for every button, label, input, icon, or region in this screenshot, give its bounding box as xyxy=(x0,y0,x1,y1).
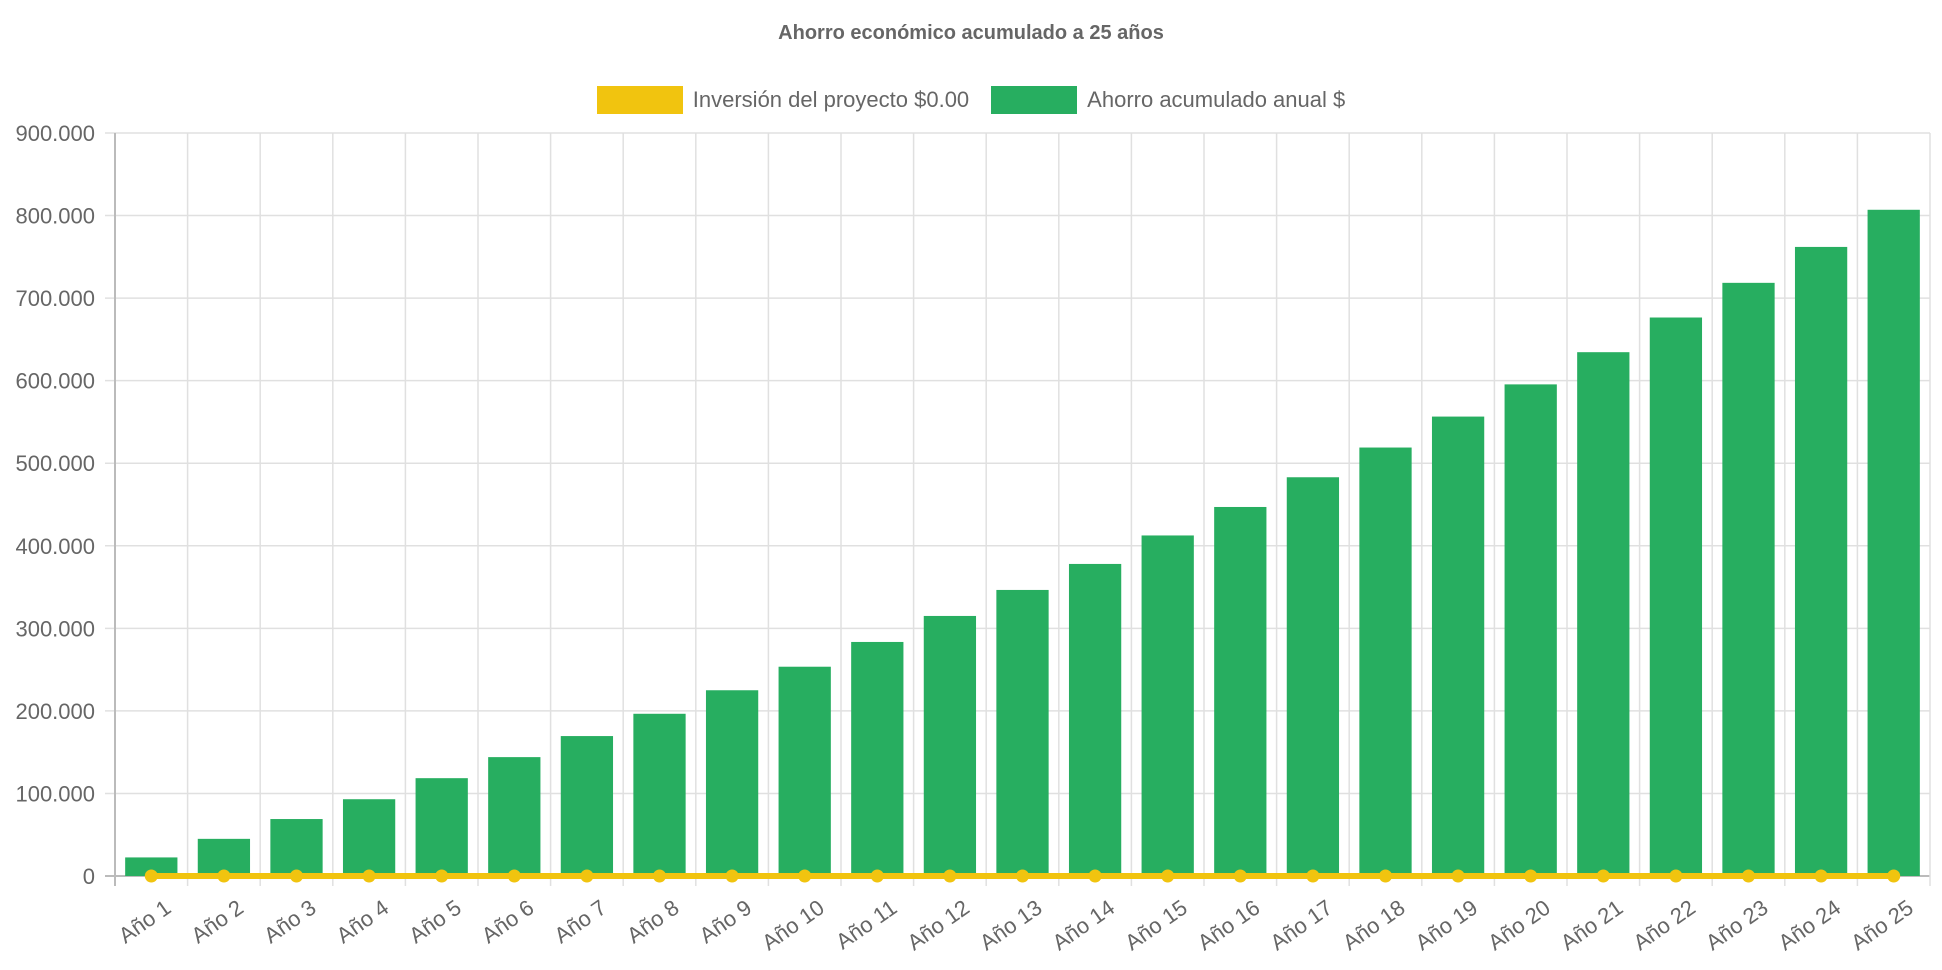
x-tick-label: Año 3 xyxy=(259,895,320,948)
point-inversion xyxy=(1742,869,1755,883)
y-tick-label: 800.000 xyxy=(15,204,95,229)
bar-ahorro xyxy=(125,857,178,876)
y-tick-label: 200.000 xyxy=(15,699,95,724)
x-tick-label: Año 24 xyxy=(1774,895,1845,955)
bar-ahorro xyxy=(705,690,759,876)
bar-ahorro xyxy=(415,778,468,876)
bar-ahorro xyxy=(1867,209,1920,876)
x-tick-label: Año 14 xyxy=(1048,895,1119,955)
point-inversion xyxy=(1669,869,1683,883)
point-inversion xyxy=(580,869,594,883)
x-tick-label: Año 21 xyxy=(1556,895,1627,955)
point-inversion xyxy=(290,869,303,883)
bar-ahorro xyxy=(270,819,323,876)
bar-ahorro xyxy=(851,641,904,876)
legend-item-inversion[interactable]: Inversión del proyecto $0.00 xyxy=(596,86,970,114)
legend-swatch-inversion xyxy=(596,86,683,114)
y-tick-label: 500.000 xyxy=(15,451,95,476)
point-inversion xyxy=(1887,869,1901,883)
bar-ahorro xyxy=(633,713,686,876)
y-tick-label: 600.000 xyxy=(15,369,95,394)
bar-ahorro xyxy=(1214,506,1267,876)
x-tick-label: Año 2 xyxy=(187,895,248,948)
y-tick-label: 100.000 xyxy=(15,781,95,806)
x-tick-label: Año 6 xyxy=(477,895,538,948)
bar-ahorro xyxy=(1504,384,1557,876)
point-inversion xyxy=(870,869,884,883)
x-tick-label: Año 13 xyxy=(975,895,1046,955)
point-inversion xyxy=(435,869,449,883)
x-tick-label: Año 20 xyxy=(1483,895,1554,955)
point-inversion xyxy=(1088,869,1102,883)
bar-ahorro xyxy=(1068,563,1122,876)
bar-ahorro xyxy=(778,666,831,876)
x-tick-label: Año 16 xyxy=(1193,895,1264,955)
x-tick-label: Año 9 xyxy=(695,895,756,948)
legend-label-inversion: Inversión del proyecto $0.00 xyxy=(692,87,970,112)
bar-ahorro xyxy=(1722,282,1775,876)
x-tick-label: Año 25 xyxy=(1846,895,1917,955)
bar-ahorro xyxy=(923,615,977,876)
bar-ahorro xyxy=(1286,477,1340,876)
x-tick-label: Año 11 xyxy=(831,895,901,955)
bar-ahorro xyxy=(1649,317,1703,876)
x-tick-label: Año 4 xyxy=(332,895,393,948)
legend-label-ahorro: Ahorro acumulado anual $ xyxy=(1087,87,1346,112)
x-tick-label: Año 5 xyxy=(404,895,465,948)
y-tick-label: 700.000 xyxy=(15,286,95,311)
x-tick-label: Año 17 xyxy=(1265,895,1336,955)
x-tick-label: Año 15 xyxy=(1120,895,1191,955)
bar-ahorro xyxy=(560,736,614,876)
point-inversion xyxy=(1016,869,1029,883)
point-inversion xyxy=(725,869,739,883)
point-inversion xyxy=(1233,869,1247,883)
point-inversion xyxy=(1596,869,1610,883)
x-tick-label: Año 23 xyxy=(1701,895,1772,955)
x-tick-label: Año 18 xyxy=(1338,895,1409,955)
y-tick-label: 300.000 xyxy=(15,616,95,641)
point-inversion xyxy=(1161,869,1175,883)
bar-ahorro xyxy=(1577,352,1630,876)
point-inversion xyxy=(144,869,158,883)
x-tick-label: Año 7 xyxy=(550,895,611,948)
point-inversion xyxy=(1379,869,1392,883)
point-inversion xyxy=(1524,869,1538,883)
x-tick-label: Año 12 xyxy=(902,895,973,955)
x-tick-label: Año 1 xyxy=(114,895,175,948)
point-inversion xyxy=(943,869,957,883)
legend: Inversión del proyecto $0.00 Ahorro acum… xyxy=(0,86,1942,114)
y-tick-label: 400.000 xyxy=(15,534,95,559)
bar-ahorro xyxy=(1141,535,1194,876)
x-tick-label: Año 19 xyxy=(1411,895,1482,955)
point-inversion xyxy=(798,869,812,883)
x-tick-label: Año 8 xyxy=(622,895,683,948)
bar-ahorro xyxy=(1431,416,1485,876)
point-inversion xyxy=(1814,869,1828,883)
legend-swatch-ahorro xyxy=(991,86,1078,114)
point-inversion xyxy=(1451,869,1465,883)
bar-ahorro xyxy=(342,799,396,876)
bar-ahorro xyxy=(488,757,541,876)
point-inversion xyxy=(362,869,376,883)
bar-ahorro xyxy=(996,589,1049,876)
point-inversion xyxy=(507,869,521,883)
point-inversion xyxy=(653,869,666,883)
legend-item-ahorro[interactable]: Ahorro acumulado anual $ xyxy=(991,86,1345,114)
x-tick-label: Año 22 xyxy=(1628,895,1699,955)
point-inversion xyxy=(217,869,231,883)
bar-ahorro xyxy=(1794,246,1848,877)
bar-ahorro xyxy=(1359,447,1412,876)
y-tick-label: 0 xyxy=(83,864,95,889)
y-tick-label: 900.000 xyxy=(15,121,95,146)
point-inversion xyxy=(1306,869,1320,883)
x-tick-label: Año 10 xyxy=(757,895,828,955)
chart-title: Ahorro económico acumulado a 25 años xyxy=(778,22,1164,44)
